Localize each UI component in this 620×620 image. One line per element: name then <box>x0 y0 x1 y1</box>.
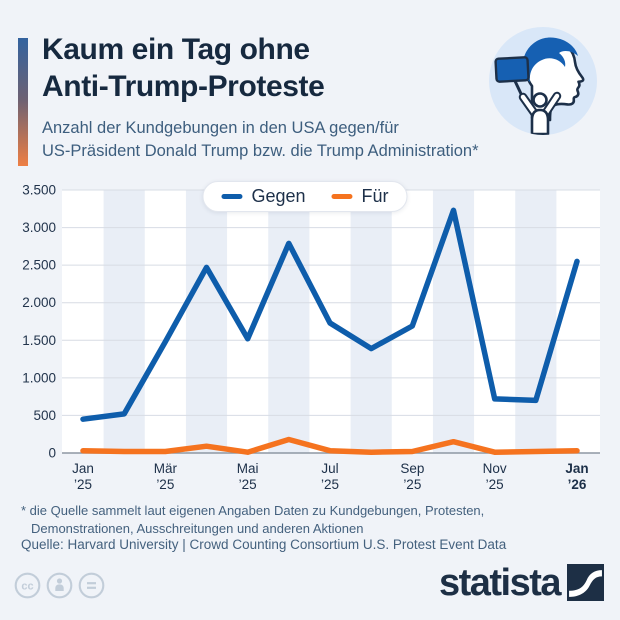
cc-icon[interactable]: cc <box>14 572 41 599</box>
legend-label-gegen: Gegen <box>251 186 306 206</box>
subtitle-line-1: Anzahl der Kundgebungen in den USA gegen… <box>42 119 399 137</box>
gegen-line-swatch <box>221 193 243 200</box>
svg-text:Jan: Jan <box>565 461 588 476</box>
title-line-2: Anti-Trump-Proteste <box>42 70 325 103</box>
footnote: * die Quelle sammelt laut eigenen Angabe… <box>21 502 484 537</box>
subtitle-line-2: US-Präsident Donald Trump bzw. die Trump… <box>42 142 479 160</box>
y-axis-labels: 0 500 1.000 1.500 2.000 2.500 3.000 3.500 <box>22 183 56 461</box>
svg-text:Nov: Nov <box>483 461 507 476</box>
svg-text:500: 500 <box>33 408 56 423</box>
svg-text:’25: ’25 <box>403 477 421 492</box>
series-line-fr <box>80 436 580 455</box>
svg-text:’26: ’26 <box>568 477 587 492</box>
statista-logo[interactable]: statista <box>438 562 604 604</box>
page-subtitle: Anzahl der Kundgebungen in den USA gegen… <box>42 117 479 163</box>
x-axis-labels: Jan’25Mär’25Mai’25Jul’25Sep’25Nov’25Jan’… <box>72 461 589 492</box>
svg-text:Mär: Mär <box>154 461 178 476</box>
svg-text:Jan: Jan <box>72 461 94 476</box>
footnote-line-1: * die Quelle sammelt laut eigenen Angabe… <box>21 503 485 518</box>
svg-text:1.000: 1.000 <box>22 370 56 385</box>
no-derivatives-icon[interactable] <box>78 572 105 599</box>
legend-item-gegen: Gegen <box>221 186 306 207</box>
svg-text:1.500: 1.500 <box>22 333 56 348</box>
footnote-line-2: Demonstrationen, Ausschreitungen und and… <box>31 520 364 536</box>
svg-text:Jul: Jul <box>321 461 338 476</box>
svg-text:3.000: 3.000 <box>22 220 56 235</box>
attribution-icon[interactable] <box>46 572 73 599</box>
svg-text:’25: ’25 <box>156 477 174 492</box>
accent-gradient-bar <box>18 38 28 166</box>
statista-logo-mark <box>567 564 604 601</box>
legend-item-fuer: Für <box>331 186 389 207</box>
gridlines <box>62 189 600 416</box>
svg-text:’25: ’25 <box>321 477 339 492</box>
plot-background <box>62 190 600 453</box>
svg-text:Mai: Mai <box>237 461 259 476</box>
statista-wordmark: statista <box>438 562 562 604</box>
page-title: Kaum ein Tag ohne Anti-Trump-Proteste <box>42 31 325 105</box>
protest-illustration-icon <box>488 26 598 136</box>
license-icons: cc <box>14 572 105 599</box>
svg-text:0: 0 <box>48 446 56 461</box>
title-line-1: Kaum ein Tag ohne <box>42 33 310 66</box>
chart-legend: Gegen Für <box>202 181 408 212</box>
svg-text:’25: ’25 <box>239 477 257 492</box>
svg-text:2.000: 2.000 <box>22 295 56 310</box>
line-chart: 05001.0001.5002.0002.5003.0003.500Jan’25… <box>22 183 600 492</box>
source-line: Quelle: Harvard University | Crowd Count… <box>21 537 507 552</box>
svg-text:’25: ’25 <box>74 477 92 492</box>
svg-text:cc: cc <box>21 581 33 593</box>
svg-text:’25: ’25 <box>486 477 504 492</box>
svg-text:2.500: 2.500 <box>22 258 56 273</box>
series-line-gegen <box>80 207 580 422</box>
svg-text:Sep: Sep <box>400 461 424 476</box>
fuer-line-swatch <box>331 193 353 200</box>
legend-label-fuer: Für <box>361 186 389 206</box>
svg-text:3.500: 3.500 <box>22 183 56 198</box>
